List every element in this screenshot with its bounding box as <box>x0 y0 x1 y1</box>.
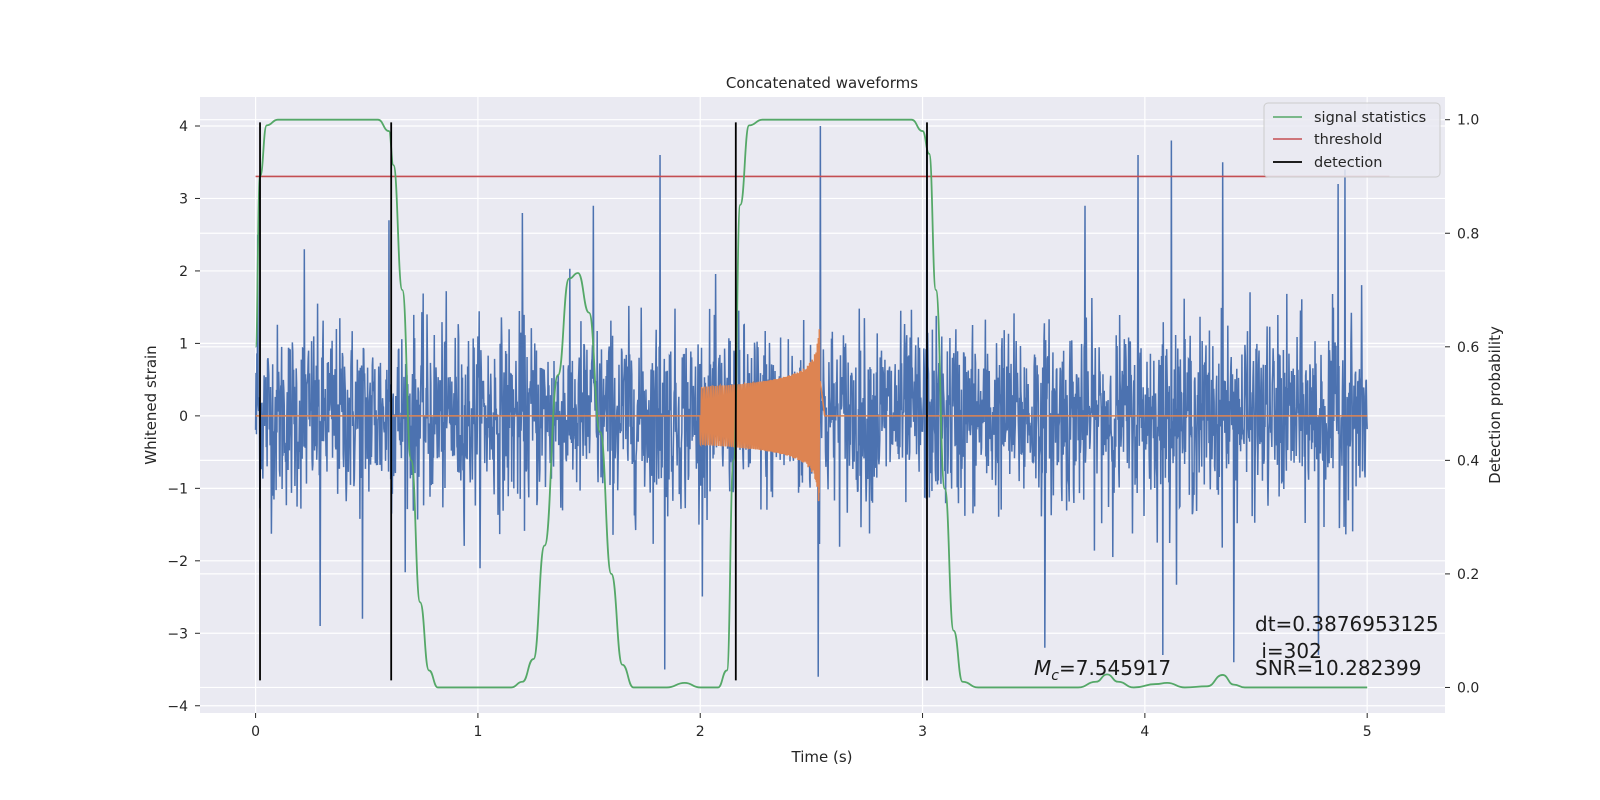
x-tick-label: 2 <box>696 724 705 740</box>
x-axis: 0 1 2 3 4 5 <box>251 713 1372 740</box>
y-axis-left: 4 3 2 1 0 −1 −2 −3 −4 <box>167 119 200 715</box>
y-left-tick-label: 0 <box>179 409 188 425</box>
y-left-tick-label: −1 <box>167 481 188 497</box>
y-right-tick-label: 0.8 <box>1457 226 1479 242</box>
legend-box <box>1263 102 1441 178</box>
annotation-mc-subscript: c <box>1051 668 1059 684</box>
template-line <box>255 329 1368 502</box>
y-left-tick-label: 4 <box>179 119 188 135</box>
annotation-snr: SNR=10.282399 <box>1255 656 1421 680</box>
annotation-mc: Mc=7.545917 <box>1034 656 1171 684</box>
annotation-i: i=302 <box>1255 639 1322 663</box>
signal-statistics-series <box>254 118 1368 689</box>
annotation-dt: dt=0.3876953125 <box>1255 612 1439 636</box>
annotation-mc-symbol: M <box>1034 656 1051 680</box>
grid <box>200 97 1445 713</box>
detection-series <box>259 122 928 681</box>
y-right-tick-label: 0.6 <box>1457 340 1479 356</box>
x-tick-label: 3 <box>918 724 927 740</box>
y-right-tick-label: 0.4 <box>1457 453 1479 469</box>
x-tick-label: 5 <box>1363 724 1372 740</box>
x-tick-label: 4 <box>1140 724 1149 740</box>
y-right-tick-label: 0.2 <box>1457 567 1479 583</box>
y-left-tick-label: 2 <box>179 264 188 280</box>
legend-label-detection: detection <box>1314 155 1382 171</box>
y-axis-left-label: Whitened strain <box>142 345 160 464</box>
y-axis-right-label: Detection probability <box>1486 326 1504 484</box>
y-left-tick-label: 1 <box>179 336 188 352</box>
y-left-tick-label: −2 <box>167 554 188 570</box>
x-tick-label: 1 <box>473 724 482 740</box>
chart-title: Concatenated waveforms <box>726 74 918 92</box>
legend-label-signal-statistics: signal statistics <box>1314 110 1426 126</box>
y-right-tick-label: 1.0 <box>1457 113 1479 129</box>
y-left-tick-label: 3 <box>179 191 188 207</box>
signal-statistics-line <box>254 118 1368 689</box>
x-tick-label: 0 <box>251 724 260 740</box>
y-left-tick-label: −4 <box>167 699 188 715</box>
y-axis-right: 1.0 0.8 0.6 0.4 0.2 0.0 <box>1445 113 1479 696</box>
x-axis-label: Time (s) <box>791 748 853 766</box>
annotation-mc-value: =7.545917 <box>1059 656 1171 680</box>
y-left-tick-label: −3 <box>167 626 188 642</box>
y-right-tick-label: 0.0 <box>1457 680 1479 696</box>
legend: signal statistics threshold detection <box>1263 102 1441 178</box>
svg-text:Mc=7.545917: Mc=7.545917 <box>1034 656 1171 684</box>
legend-label-threshold: threshold <box>1314 132 1382 148</box>
template-series <box>255 329 1368 502</box>
